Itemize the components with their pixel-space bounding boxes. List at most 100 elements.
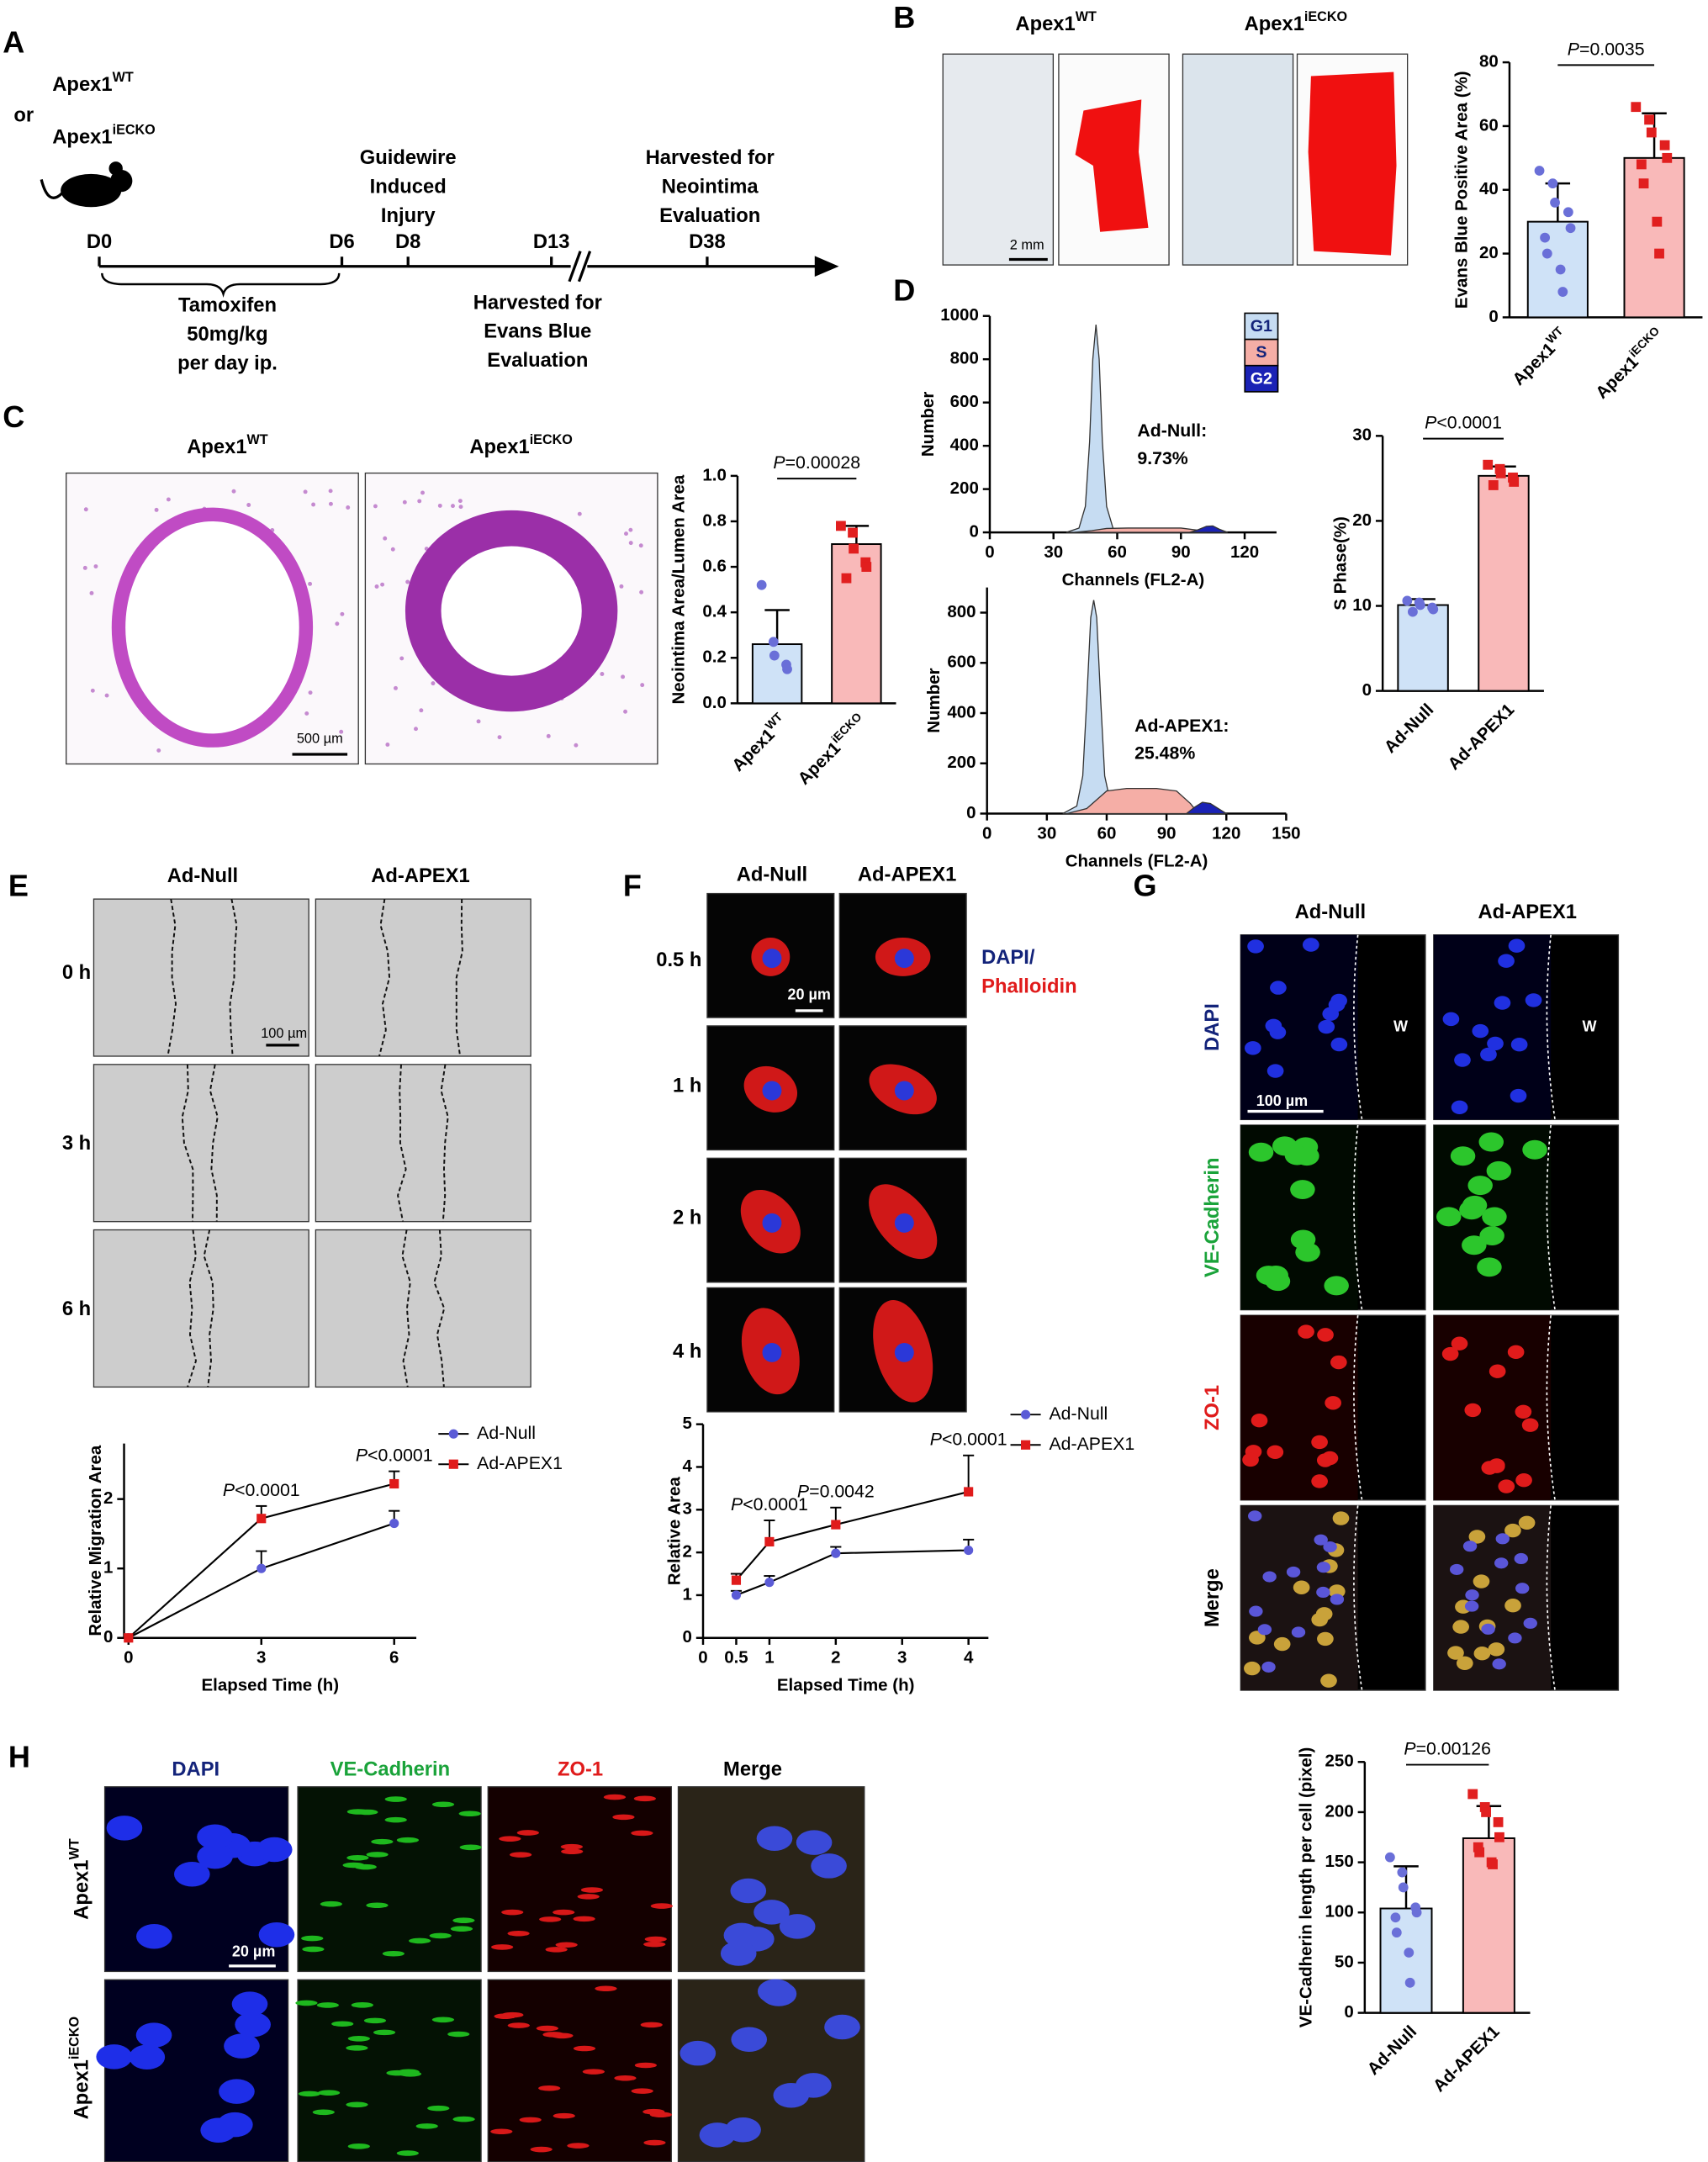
bar [1478, 474, 1530, 692]
nucleus [1257, 1624, 1272, 1636]
nucleus [450, 1926, 473, 1932]
wound-edge [209, 1064, 219, 1222]
y-axis-label: Relative Migration Area [86, 1445, 105, 1636]
stain-area [1075, 99, 1149, 232]
y-tick-label: 0 [103, 1627, 113, 1647]
y-axis-label: S Phase(%) [1330, 516, 1350, 611]
nucleus [640, 683, 645, 688]
nucleus [452, 2116, 475, 2122]
data-point [1638, 178, 1649, 189]
x-tick-label: 120 [1230, 542, 1259, 562]
nucleus [1488, 1642, 1505, 1657]
x-tick-label: 0 [985, 542, 994, 562]
nucleus [631, 2088, 653, 2094]
nucleus [1442, 1012, 1460, 1027]
wound-edge [455, 899, 463, 1057]
scale-bar-label: 20 µm [787, 986, 830, 1003]
data-point [1550, 198, 1560, 208]
nucleus [1248, 1510, 1262, 1522]
nucleus [166, 497, 171, 502]
stain-label: DAPI/ [981, 946, 1035, 969]
data-point [1404, 1948, 1415, 1958]
cell-layer [1240, 934, 1358, 1120]
nucleus [603, 1794, 627, 1800]
vessel [111, 507, 314, 748]
nucleus [1290, 1180, 1315, 1200]
column-label: DAPI [172, 1758, 219, 1780]
marker [731, 1575, 742, 1585]
nucleus [633, 1795, 656, 1802]
x-tick-label: 90 [1171, 542, 1191, 562]
day: D13 [533, 230, 570, 253]
y-axis-label: Evans Blue Positive Area (%) [1452, 71, 1472, 309]
category-label: Ad-Null [1363, 2022, 1420, 2079]
nucleus [894, 1213, 914, 1233]
nucleus [312, 2109, 335, 2116]
chart: 0 1 2 0 3 6 Relative Migration Area Elapsed Tim… [86, 1423, 563, 1695]
row-label: 6 h [62, 1298, 91, 1320]
nucleus [1454, 1053, 1471, 1067]
nucleus [619, 584, 624, 589]
data-point [1488, 1859, 1498, 1869]
nucleus [1473, 1574, 1490, 1588]
nucleus [1480, 1047, 1497, 1062]
data-point [848, 527, 858, 538]
nucleus [457, 499, 463, 504]
nucleus [452, 1917, 475, 1923]
micrograph [487, 1979, 672, 2162]
data-point [1494, 1832, 1504, 1842]
treatment: per day ip. [177, 352, 278, 374]
data-point [1398, 1882, 1409, 1893]
micrograph [1182, 53, 1294, 266]
scale-bar-label: 100 µm [261, 1026, 307, 1041]
nucleus [1242, 1452, 1259, 1467]
y-tick-label: 1 [682, 1584, 691, 1604]
legend-marker [448, 1459, 458, 1469]
p-value: P=0.0035 [1568, 39, 1645, 59]
nucleus [643, 2139, 666, 2146]
y-tick-label: 800 [947, 602, 976, 621]
nucleus [437, 503, 442, 508]
nucleus [699, 2122, 736, 2148]
day: D38 [689, 230, 726, 253]
nucleus [1508, 938, 1526, 953]
bar [1397, 604, 1449, 692]
row-label: Apex1iECKO [67, 2017, 93, 2119]
row-label: Merge [1201, 1568, 1224, 1627]
event: Guidewire [360, 146, 457, 169]
data-point [1415, 600, 1425, 611]
nucleus [1266, 1445, 1284, 1460]
row-label: VE-Cadherin [1201, 1158, 1224, 1278]
nucleus [396, 1837, 420, 1843]
chart: 0 50 100 150 200 250 VE-Cadherin length per ce… [1296, 1738, 1531, 2096]
nucleus [1325, 1396, 1341, 1410]
genotype: Apex1iECKO [52, 123, 155, 149]
nucleus [373, 2029, 396, 2036]
nucleus [417, 499, 422, 504]
nucleus [1317, 1631, 1334, 1647]
y-tick-label: 40 [1479, 179, 1499, 198]
nucleus [555, 1942, 578, 1948]
nucleus [328, 501, 333, 506]
nucleus [762, 949, 782, 969]
micrograph [487, 1786, 672, 1973]
y-tick-label: 3 [682, 1499, 691, 1519]
data-point [1509, 477, 1520, 487]
nucleus [346, 2045, 368, 2051]
nucleus [628, 541, 633, 546]
nucleus [1316, 1562, 1331, 1573]
nucleus [374, 584, 379, 589]
panel-label: B [893, 0, 915, 34]
category-label: Ad-APEX1 [1430, 2022, 1504, 2096]
data-point [1636, 159, 1647, 170]
nucleus [397, 2069, 420, 2075]
legend-label: Ad-APEX1 [1049, 1434, 1134, 1454]
treatment: Tamoxifen [178, 294, 277, 317]
annotation: 9.73% [1137, 448, 1187, 468]
nucleus [1518, 1515, 1536, 1530]
bar [1623, 156, 1685, 319]
nucleus [174, 1862, 210, 1887]
nucleus [553, 2112, 575, 2119]
wound-edge [187, 1229, 198, 1388]
